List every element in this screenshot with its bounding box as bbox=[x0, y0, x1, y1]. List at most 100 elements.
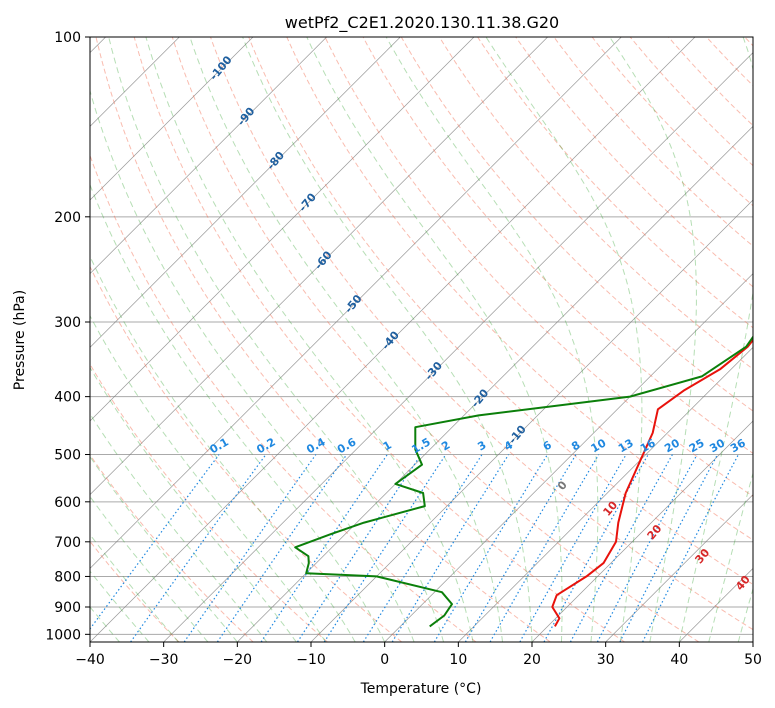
plot-frame bbox=[89, 36, 754, 643]
moist-adiabat-line bbox=[90, 495, 209, 642]
moist-adiabat-line bbox=[90, 183, 386, 642]
mixing-ratio-line bbox=[323, 454, 447, 642]
moist-adiabat-line bbox=[145, 37, 474, 642]
isotherm-line bbox=[90, 37, 696, 642]
mixing-ratio-line bbox=[519, 454, 627, 642]
x-tick-label: 0 bbox=[380, 652, 389, 668]
moist-adiabat-line bbox=[189, 37, 503, 642]
moist-adiabat-line bbox=[737, 587, 753, 642]
y-tick-label: 900 bbox=[54, 600, 81, 616]
moist-adiabat-line bbox=[609, 37, 697, 642]
moist-adiabat-line bbox=[306, 37, 563, 642]
y-tick-label: 800 bbox=[54, 569, 81, 585]
isotherm-grid bbox=[90, 37, 753, 642]
x-tick-label: 30 bbox=[597, 652, 615, 668]
y-tick-label: 200 bbox=[54, 210, 81, 226]
moist-adiabat-line bbox=[242, 37, 533, 642]
mixing-ratio-line bbox=[260, 454, 388, 642]
y-tick-label: 100 bbox=[54, 30, 81, 46]
y-tick-label: 300 bbox=[54, 315, 81, 331]
dry-adiabat-line bbox=[90, 363, 328, 642]
plot-area: -100-90-80-70-60-50-40-30-20-100.1 0.2 0.4… bbox=[90, 37, 753, 642]
x-tick-label: −30 bbox=[149, 652, 179, 668]
dewpoint-line bbox=[294, 335, 753, 628]
moist-adiabat-line bbox=[485, 37, 643, 642]
dry-adiabat-line bbox=[90, 153, 477, 642]
dry-adiabat-line bbox=[95, 37, 551, 642]
y-axis-label: Pressure (hPa) bbox=[12, 290, 28, 390]
mixing-ratio-line bbox=[433, 454, 549, 642]
dry-adiabat-line bbox=[629, 37, 753, 167]
x-tick-label: −40 bbox=[75, 652, 105, 668]
moist-adiabat-line bbox=[90, 366, 297, 642]
mixing-ratio-line bbox=[489, 454, 600, 642]
x-tick-label: 50 bbox=[744, 652, 762, 668]
moist-adiabats bbox=[90, 37, 753, 642]
isotherm-line bbox=[90, 37, 327, 275]
moist-adiabat-line bbox=[90, 455, 238, 642]
dry-adiabat-line bbox=[133, 37, 625, 642]
dry-adiabat-line bbox=[248, 37, 753, 586]
y-tick-label: 400 bbox=[54, 390, 81, 406]
isotherm-line bbox=[90, 37, 401, 348]
dry-adiabat-line bbox=[400, 37, 753, 412]
x-axis-ticks: −40 −30 −20 −10 0 10 20 30 40 50 bbox=[75, 642, 762, 668]
y-tick-label: 700 bbox=[54, 535, 81, 551]
moist-adiabat-line bbox=[108, 37, 445, 642]
y-tick-label: 500 bbox=[54, 448, 81, 464]
x-tick-label: 10 bbox=[449, 652, 467, 668]
moist-adiabat-line bbox=[90, 255, 356, 642]
x-tick-label: 40 bbox=[670, 652, 688, 668]
isobar-grid bbox=[90, 37, 753, 635]
dry-adiabat-line bbox=[324, 37, 753, 497]
x-tick-label: 20 bbox=[523, 652, 541, 668]
isotherm-line bbox=[163, 52, 753, 642]
mixing-ratio-line bbox=[90, 454, 220, 630]
x-tick-label: −20 bbox=[223, 652, 253, 668]
x-axis-label: Temperature (°C) bbox=[360, 681, 482, 697]
dry-adiabat-line bbox=[210, 37, 753, 631]
mixing-ratio-line bbox=[183, 454, 317, 642]
isotherm-line bbox=[605, 494, 753, 642]
sounding-series bbox=[294, 335, 753, 628]
isotherm-line bbox=[90, 37, 254, 201]
mixing-ratio-line bbox=[216, 454, 348, 642]
mixing-ratio-lines bbox=[90, 454, 739, 642]
moist-adiabat-line bbox=[385, 37, 599, 642]
moist-adiabat-line bbox=[90, 314, 327, 642]
isotherm-line bbox=[458, 346, 753, 642]
mixing-ratio-line bbox=[296, 454, 422, 642]
moist-adiabat-line bbox=[90, 413, 268, 642]
isotherm-line bbox=[531, 420, 753, 642]
x-tick-label: −10 bbox=[296, 652, 326, 668]
dry-adiabat-line bbox=[90, 265, 403, 642]
dry-adiabat-line bbox=[362, 37, 753, 455]
dry-adiabat-line bbox=[515, 37, 753, 288]
isotherm-line bbox=[237, 125, 753, 642]
isotherm-line bbox=[90, 37, 548, 496]
dry-adiabats bbox=[90, 37, 753, 642]
mixing-ratio-line bbox=[464, 454, 577, 642]
chart-title: wetPf2_C2E1.2020.130.11.38.G20 bbox=[285, 13, 559, 33]
mixing-ratio-line bbox=[596, 454, 698, 642]
mixing-ratio-line bbox=[130, 454, 267, 642]
y-axis-ticks: 100 200 300 400 500 600 700 800 900 1000 bbox=[45, 30, 90, 643]
isotherm-line bbox=[384, 273, 753, 642]
isotherm-line bbox=[90, 37, 475, 422]
dry-adiabat-line bbox=[286, 37, 753, 541]
isotherm-line bbox=[310, 199, 753, 642]
mixing-ratio-line bbox=[569, 454, 673, 642]
y-tick-label: 1000 bbox=[45, 627, 81, 643]
dry-adiabat-line bbox=[90, 453, 254, 642]
moist-adiabat-line bbox=[708, 471, 753, 642]
temperature-line bbox=[551, 338, 753, 627]
isotherm-line bbox=[90, 37, 622, 569]
moist-adiabat-line bbox=[678, 37, 753, 642]
moist-adiabat-line bbox=[90, 533, 179, 642]
moist-adiabat-line bbox=[90, 570, 150, 642]
dry-adiabat-line bbox=[553, 37, 753, 247]
y-tick-label: 600 bbox=[54, 495, 81, 511]
moist-adiabat-line bbox=[90, 89, 415, 642]
